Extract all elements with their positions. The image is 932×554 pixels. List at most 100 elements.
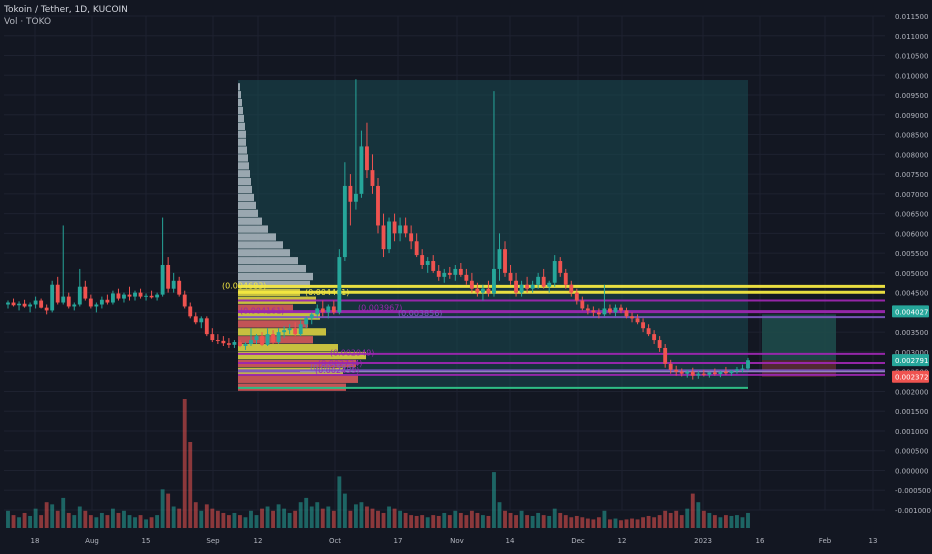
candle-body bbox=[536, 276, 541, 285]
candle-body bbox=[17, 303, 21, 306]
y-tick-label: 0.003500 bbox=[895, 329, 928, 337]
candle-body bbox=[61, 296, 66, 303]
level-label: (0.002734) bbox=[318, 359, 362, 368]
x-tick-label: Oct bbox=[329, 537, 341, 545]
volume-bar bbox=[641, 517, 646, 528]
candle-body bbox=[133, 292, 137, 297]
candle-body bbox=[740, 368, 745, 370]
volume-bar bbox=[712, 515, 717, 528]
level-label: (0.002949) bbox=[330, 349, 374, 358]
volume-bar bbox=[619, 520, 623, 528]
volume-bar bbox=[309, 506, 314, 528]
candle-body bbox=[420, 255, 425, 265]
candle-body bbox=[271, 334, 276, 343]
candle-body bbox=[276, 332, 281, 343]
volume-bar bbox=[508, 512, 513, 528]
volume-bar bbox=[293, 510, 298, 528]
candle-body bbox=[735, 369, 739, 371]
candle-body bbox=[28, 304, 33, 307]
candle-body bbox=[409, 233, 414, 242]
candle-body bbox=[447, 272, 452, 275]
candle-body bbox=[458, 268, 463, 275]
volume-profile-bar bbox=[238, 130, 246, 138]
candle-body bbox=[370, 170, 375, 186]
candle-body bbox=[552, 261, 557, 283]
candle-body bbox=[110, 293, 115, 303]
level-label: (0.004683) bbox=[222, 282, 266, 291]
volume-bar bbox=[370, 508, 375, 528]
candle-body bbox=[657, 340, 662, 348]
candle-body bbox=[387, 221, 391, 250]
volume-bar bbox=[514, 515, 518, 528]
volume-bar bbox=[596, 517, 601, 528]
candle-body bbox=[265, 334, 270, 345]
volume-bar bbox=[33, 508, 38, 528]
candle-body bbox=[492, 268, 496, 294]
volume-bar bbox=[77, 506, 82, 528]
y-tick-label: 0.006500 bbox=[895, 211, 928, 219]
price-badge bbox=[892, 354, 929, 367]
volume-bar bbox=[387, 506, 391, 528]
price-badge-label: 0.002791 bbox=[895, 357, 928, 365]
volume-profile-bar bbox=[238, 217, 262, 225]
candles bbox=[6, 79, 750, 380]
x-tick-label: 2023 bbox=[694, 537, 712, 545]
candle-body bbox=[39, 300, 44, 308]
candle-body bbox=[646, 328, 651, 335]
volume-bar bbox=[193, 502, 198, 528]
candle-body bbox=[475, 288, 480, 293]
volume-profile-bar bbox=[238, 154, 248, 162]
volume-bar bbox=[414, 515, 419, 528]
volume-bar bbox=[657, 515, 662, 528]
volume-profile-bar bbox=[238, 91, 241, 99]
candle-body bbox=[11, 302, 16, 306]
y-tick-label: 0.001000 bbox=[895, 428, 928, 436]
candle-body bbox=[530, 284, 535, 289]
volume-bar bbox=[580, 517, 585, 528]
candle-body bbox=[337, 257, 342, 313]
volume-profile-bar bbox=[238, 146, 247, 154]
volume-bar bbox=[480, 515, 485, 528]
volume-bar bbox=[381, 512, 386, 528]
candle-body bbox=[558, 261, 563, 273]
y-tick-label: 0.005000 bbox=[895, 270, 928, 278]
volume-profile-bar bbox=[238, 233, 276, 241]
level-label: (0.004161) bbox=[240, 306, 284, 315]
volume-bar bbox=[613, 518, 618, 528]
candle-body bbox=[436, 270, 441, 277]
volume-profile-bar bbox=[238, 344, 338, 352]
volume-bar bbox=[431, 515, 436, 528]
candle-body bbox=[679, 371, 684, 374]
y-tick-label: 0.002000 bbox=[895, 388, 928, 396]
candle-body bbox=[315, 308, 320, 315]
y-tick-label: 0.011000 bbox=[895, 33, 928, 41]
volume-bar bbox=[547, 515, 552, 528]
candle-body bbox=[541, 276, 546, 287]
candle-body bbox=[519, 284, 524, 293]
volume-bar bbox=[61, 497, 66, 528]
candle-body bbox=[331, 306, 336, 313]
volume-bar bbox=[265, 506, 270, 528]
candle-body bbox=[144, 295, 148, 297]
volume-bar bbox=[39, 515, 44, 528]
candle-body bbox=[365, 146, 369, 171]
candle-body bbox=[569, 284, 574, 293]
volume-bar bbox=[271, 510, 276, 528]
x-tick-label: 15 bbox=[142, 537, 151, 545]
volume-bar bbox=[690, 493, 695, 528]
volume-bar bbox=[723, 515, 728, 528]
volume-profile-bar bbox=[238, 106, 243, 115]
candle-body bbox=[66, 296, 71, 307]
candle-body bbox=[685, 371, 690, 374]
candle-body bbox=[652, 334, 657, 341]
volume-bar bbox=[420, 515, 425, 528]
level-label: (0.002593) bbox=[310, 363, 354, 372]
volume-bar bbox=[149, 517, 154, 528]
candle-body bbox=[138, 292, 143, 297]
volume-bar bbox=[50, 504, 55, 528]
volume-bar bbox=[66, 512, 71, 528]
candle-body bbox=[204, 318, 209, 335]
volume-bar bbox=[486, 515, 491, 528]
